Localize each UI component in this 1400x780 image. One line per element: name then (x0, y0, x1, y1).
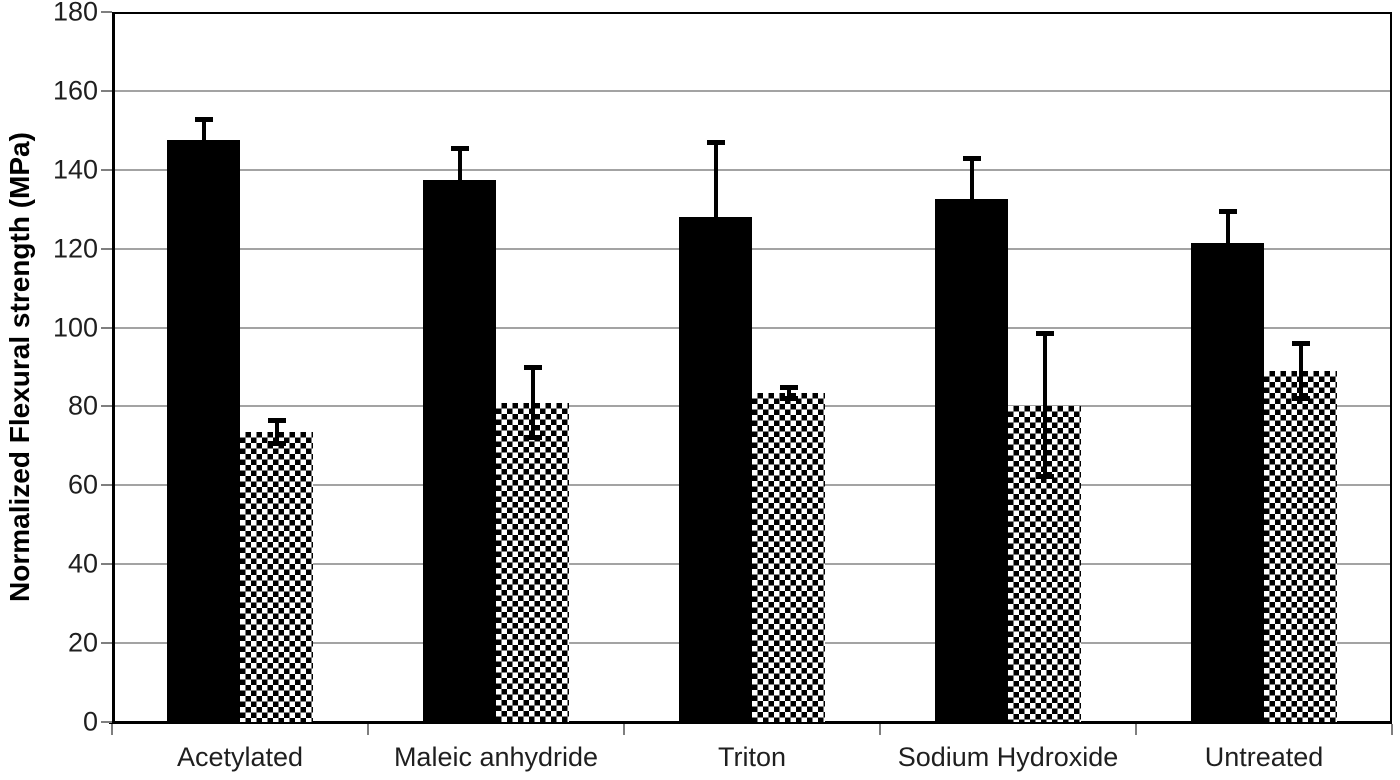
error-cap-top-solid-black-bars-4 (1218, 209, 1237, 215)
y-tick-20 (101, 642, 112, 645)
error-cap-top-checkered-bars-4 (1291, 341, 1310, 347)
y-tick-100 (101, 326, 112, 329)
bar-checkered-bars-triton (752, 392, 825, 722)
x-tick-boundary-4 (1135, 724, 1137, 735)
y-tick-label-40: 40 (67, 548, 98, 579)
gridline-120 (112, 247, 1392, 250)
x-category-label-triton: Triton (717, 742, 786, 772)
gridline-100 (112, 326, 1392, 329)
x-axis-line (109, 721, 1392, 724)
y-tick-label-80: 80 (67, 390, 98, 421)
y-tick-label-0: 0 (82, 706, 98, 737)
x-category-label-acetylated: Acetylated (176, 742, 304, 772)
error-cap-top-solid-black-bars-3 (962, 155, 981, 161)
y-tick-60 (101, 484, 112, 487)
x-tick-boundary-0 (111, 724, 113, 735)
bar-checkered-bars-acetylated (240, 432, 313, 722)
y-axis-line (112, 12, 115, 724)
y-axis-title: Normalized Flexural strength (MPa) (4, 132, 35, 602)
error-cap-top-solid-black-bars-2 (706, 140, 725, 146)
error-bar-solid-black-bars-0 (201, 118, 206, 149)
error-bar-checkered-bars-4 (1298, 343, 1303, 399)
bar-checkered-bars-untreated (1264, 370, 1337, 722)
x-tick-boundary-1 (367, 724, 369, 735)
x-tick-boundary-3 (879, 724, 881, 735)
error-cap-bottom-checkered-bars-2 (779, 395, 798, 401)
error-cap-top-solid-black-bars-1 (450, 146, 469, 152)
bar-solid-black-bars-sodium-hydroxide (935, 199, 1008, 722)
x-category-label-sodium-hydroxide: Sodium Hydroxide (897, 742, 1119, 772)
bar-solid-black-bars-acetylated (167, 140, 240, 722)
error-cap-top-checkered-bars-0 (267, 418, 286, 424)
gridline-160 (112, 89, 1392, 92)
error-cap-top-checkered-bars-1 (523, 365, 542, 370)
error-bar-checkered-bars-1 (530, 367, 535, 438)
x-category-label-untreated: Untreated (1204, 742, 1324, 772)
error-bar-solid-black-bars-1 (457, 148, 462, 188)
error-cap-bottom-checkered-bars-0 (267, 440, 286, 446)
error-cap-top-checkered-bars-2 (779, 384, 798, 390)
error-bar-solid-black-bars-3 (969, 157, 974, 208)
error-cap-bottom-checkered-bars-3 (1035, 474, 1054, 480)
error-cap-bottom-checkered-bars-1 (523, 435, 542, 440)
y-tick-label-120: 120 (52, 233, 98, 264)
x-tick-boundary-2 (623, 724, 625, 735)
error-bar-checkered-bars-3 (1042, 333, 1047, 478)
y-tick-80 (101, 405, 112, 408)
y-tick-label-100: 100 (52, 312, 98, 343)
y-tick-120 (101, 247, 112, 250)
x-tick-boundary-5 (1391, 724, 1393, 735)
y-tick-label-180: 180 (52, 0, 98, 27)
error-bar-checkered-bars-2 (786, 386, 791, 399)
bar-solid-black-bars-untreated (1191, 242, 1264, 722)
plot-frame-top (112, 12, 1392, 14)
y-tick-label-160: 160 (52, 75, 98, 106)
plot-frame-right (1390, 12, 1392, 724)
error-cap-top-checkered-bars-3 (1035, 331, 1054, 337)
error-bar-solid-black-bars-2 (713, 142, 718, 226)
bar-solid-black-bars-maleic-anhydride (423, 179, 496, 722)
y-tick-label-140: 140 (52, 154, 98, 185)
error-cap-top-solid-black-bars-0 (194, 116, 213, 122)
y-tick-140 (101, 168, 112, 171)
x-category-label-maleic-anhydride: Maleic anhydride (393, 742, 599, 772)
bar-solid-black-bars-triton (679, 217, 752, 722)
error-cap-bottom-checkered-bars-4 (1291, 395, 1310, 401)
error-bar-checkered-bars-0 (274, 420, 279, 444)
y-tick-label-60: 60 (67, 469, 98, 500)
y-tick-0 (101, 721, 112, 723)
y-tick-40 (101, 563, 112, 566)
error-bar-solid-black-bars-4 (1225, 211, 1230, 251)
bar-checkered-bars-maleic-anhydride (496, 402, 569, 722)
gridline-140 (112, 168, 1392, 171)
y-tick-label-20: 20 (67, 627, 98, 658)
y-tick-180 (101, 11, 112, 13)
y-tick-160 (101, 89, 112, 92)
